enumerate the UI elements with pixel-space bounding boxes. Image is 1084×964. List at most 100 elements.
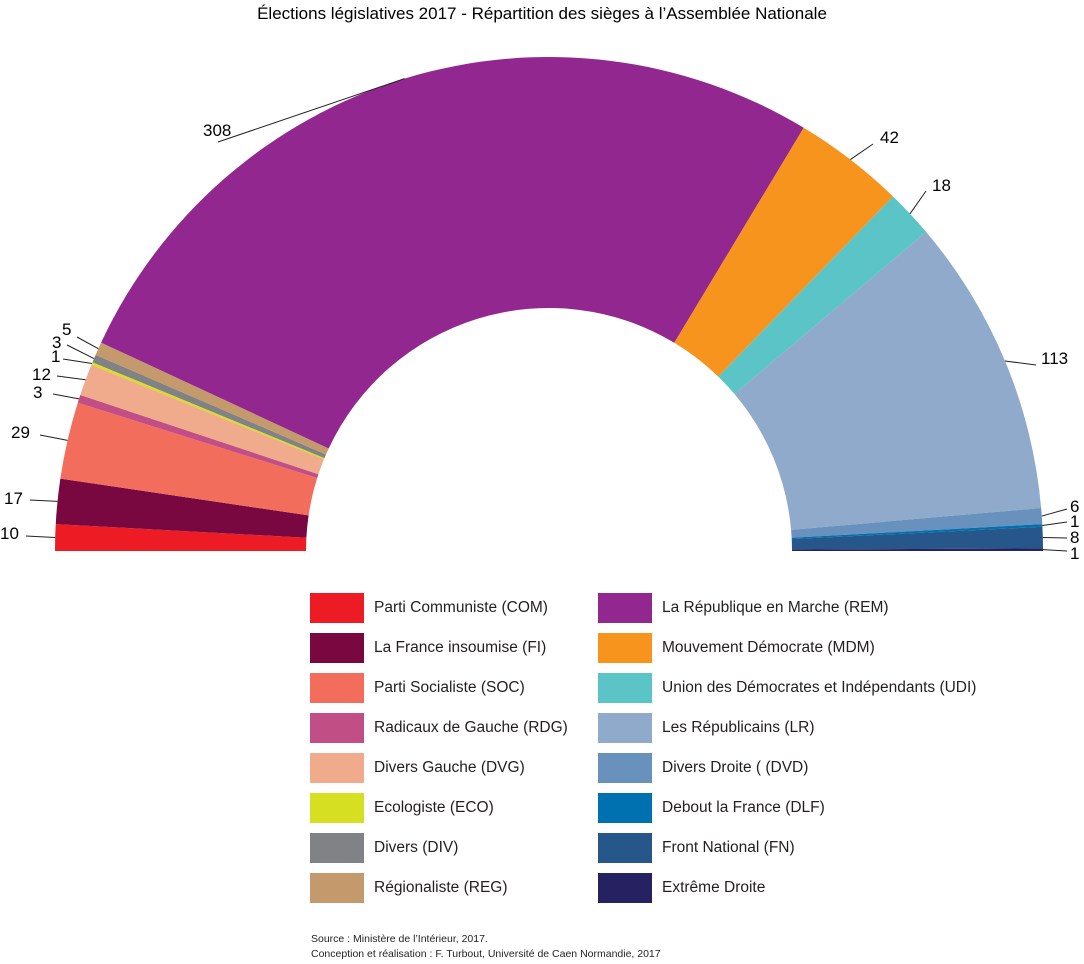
legend-item-la-republique-en-marche-rem: La République en Marche (REM) xyxy=(598,592,889,624)
leader-line xyxy=(1041,508,1068,517)
legend-label: Divers (DIV) xyxy=(374,839,459,856)
legend-swatch xyxy=(310,793,364,823)
legend-swatch xyxy=(598,873,652,903)
slice-extreme-droite xyxy=(791,548,1043,551)
legend-swatch xyxy=(598,633,652,663)
legend-item-divers-droite-dvd: Divers Droite ( (DVD) xyxy=(598,752,808,784)
seat-label-ecologiste-eco: 1 xyxy=(51,347,60,366)
legend-item-divers-div: Divers (DIV) xyxy=(310,832,458,864)
legend-swatch xyxy=(598,593,652,623)
seat-label-mouvement-democrate-mdm: 42 xyxy=(880,128,899,147)
slice-front-national-fn xyxy=(791,526,1043,550)
leader-line xyxy=(62,358,93,365)
legend-label: Les Républicains (LR) xyxy=(662,719,815,736)
leader-line xyxy=(25,535,56,539)
legend-swatch xyxy=(310,593,364,623)
legend-item-debout-la-france-dlf: Debout la France (DLF) xyxy=(598,792,825,824)
legend-swatch xyxy=(598,833,652,863)
leader-line xyxy=(850,143,874,160)
legend-swatch xyxy=(598,793,652,823)
seat-label-la-republique-en-marche-rem: 308 xyxy=(203,121,231,140)
seat-label-divers-div: 3 xyxy=(52,333,61,352)
legend-item-union-des-democrates-et-independants-udi: Union des Démocrates et Indépendants (UD… xyxy=(598,672,976,704)
leader-line xyxy=(39,434,68,441)
legend-label: Ecologiste (ECO) xyxy=(374,799,494,816)
legend-label: La République en Marche (REM) xyxy=(662,599,889,616)
seat-label-regionaliste-reg: 5 xyxy=(62,320,71,339)
slice-la-france-insoumise-fi xyxy=(55,478,309,538)
credit-line: Conception et réalisation : F. Turbout, … xyxy=(311,948,661,960)
slice-mouvement-democrate-mdm xyxy=(674,127,894,377)
slice-divers-gauche-dvg xyxy=(80,364,324,475)
leader-line xyxy=(66,344,95,359)
leader-line xyxy=(217,78,405,143)
legend-swatch xyxy=(310,633,364,663)
legend-label: Front National (FN) xyxy=(662,839,795,856)
legend: Parti Communiste (COM) La France insoumis… xyxy=(310,592,1030,912)
leader-line xyxy=(52,393,80,400)
seat-label-parti-communiste-com: 10 xyxy=(0,524,19,543)
slice-les-republicains-lr xyxy=(734,231,1042,530)
slice-regionaliste-reg xyxy=(95,342,329,455)
legend-swatch xyxy=(598,753,652,783)
seat-label-extreme-droite: 1 xyxy=(1070,544,1079,563)
legend-swatch xyxy=(310,873,364,903)
leader-line xyxy=(56,375,86,381)
leader-line xyxy=(909,190,927,215)
legend-item-regionaliste-reg: Régionaliste (REG) xyxy=(310,872,508,904)
seat-label-front-national-fn: 8 xyxy=(1070,528,1079,547)
legend-item-les-republicains-lr: Les Républicains (LR) xyxy=(598,712,815,744)
legend-swatch xyxy=(310,833,364,863)
leader-line xyxy=(1042,549,1068,552)
leader-line xyxy=(29,499,58,502)
legend-swatch xyxy=(598,673,652,703)
slice-divers-droite-dvd xyxy=(791,508,1043,538)
source-note: Source : Ministère de l’Intérieur, 2017.… xyxy=(311,932,661,962)
slice-radicaux-de-gauche-rdg xyxy=(77,395,319,479)
slice-la-republique-en-marche-rem xyxy=(101,57,804,449)
legend-swatch xyxy=(310,673,364,703)
legend-item-mouvement-democrate-mdm: Mouvement Démocrate (MDM) xyxy=(598,632,875,664)
legend-label: Parti Socialiste (SOC) xyxy=(374,679,525,696)
legend-label: Radicaux de Gauche (RDG) xyxy=(374,719,568,736)
legend-label: Divers Gauche (DVG) xyxy=(374,759,525,776)
leader-line xyxy=(76,336,99,350)
leader-line xyxy=(1042,521,1068,526)
legend-label: Mouvement Démocrate (MDM) xyxy=(662,639,875,656)
legend-item-front-national-fn: Front National (FN) xyxy=(598,832,795,864)
legend-swatch xyxy=(310,753,364,783)
seat-label-radicaux-de-gauche-rdg: 3 xyxy=(33,383,42,402)
chart-slices xyxy=(55,57,1043,551)
legend-label: Divers Droite ( (DVD) xyxy=(662,759,809,776)
legend-swatch xyxy=(598,713,652,743)
chart-title: Élections législatives 2017 - Répartitio… xyxy=(257,4,827,23)
seat-label-union-des-democrates-et-independants-udi: 18 xyxy=(932,176,951,195)
seat-label-parti-socialiste-soc: 29 xyxy=(11,423,30,442)
slice-parti-communiste-com xyxy=(55,524,307,551)
slice-ecologiste-eco xyxy=(91,362,325,460)
source-line: Source : Ministère de l’Intérieur, 2017. xyxy=(311,933,488,945)
legend-item-extreme-droite: Extrême Droite xyxy=(598,872,765,904)
legend-label: Debout la France (DLF) xyxy=(662,799,825,816)
seat-label-les-republicains-lr: 113 xyxy=(1041,349,1068,368)
legend-label: Extrême Droite xyxy=(662,879,766,896)
legend-item-radicaux-de-gauche-rdg: Radicaux de Gauche (RDG) xyxy=(310,712,568,744)
legend-item-ecologiste-eco: Ecologiste (ECO) xyxy=(310,792,494,824)
seat-label-la-france-insoumise-fi: 17 xyxy=(4,489,23,508)
legend-item-parti-socialiste-soc: Parti Socialiste (SOC) xyxy=(310,672,525,704)
legend-swatch xyxy=(310,713,364,743)
seat-label-divers-droite-dvd: 6 xyxy=(1070,497,1079,516)
seat-label-debout-la-france-dlf: 1 xyxy=(1070,512,1079,531)
legend-label: Parti Communiste (COM) xyxy=(374,599,548,616)
slice-parti-socialiste-soc xyxy=(60,402,318,516)
legend-label: Union des Démocrates et Indépendants (UD… xyxy=(662,679,977,696)
legend-label: Régionaliste (REG) xyxy=(374,879,508,896)
slice-divers-div xyxy=(92,354,326,459)
legend-item-la-france-insoumise-fi: La France insoumise (FI) xyxy=(310,632,546,664)
legend-label: La France insoumise (FI) xyxy=(374,639,547,656)
slice-debout-la-france-dlf xyxy=(791,524,1043,540)
slice-union-des-democrates-et-independants-udi xyxy=(718,196,927,395)
seat-label-divers-gauche-dvg: 12 xyxy=(32,365,51,384)
